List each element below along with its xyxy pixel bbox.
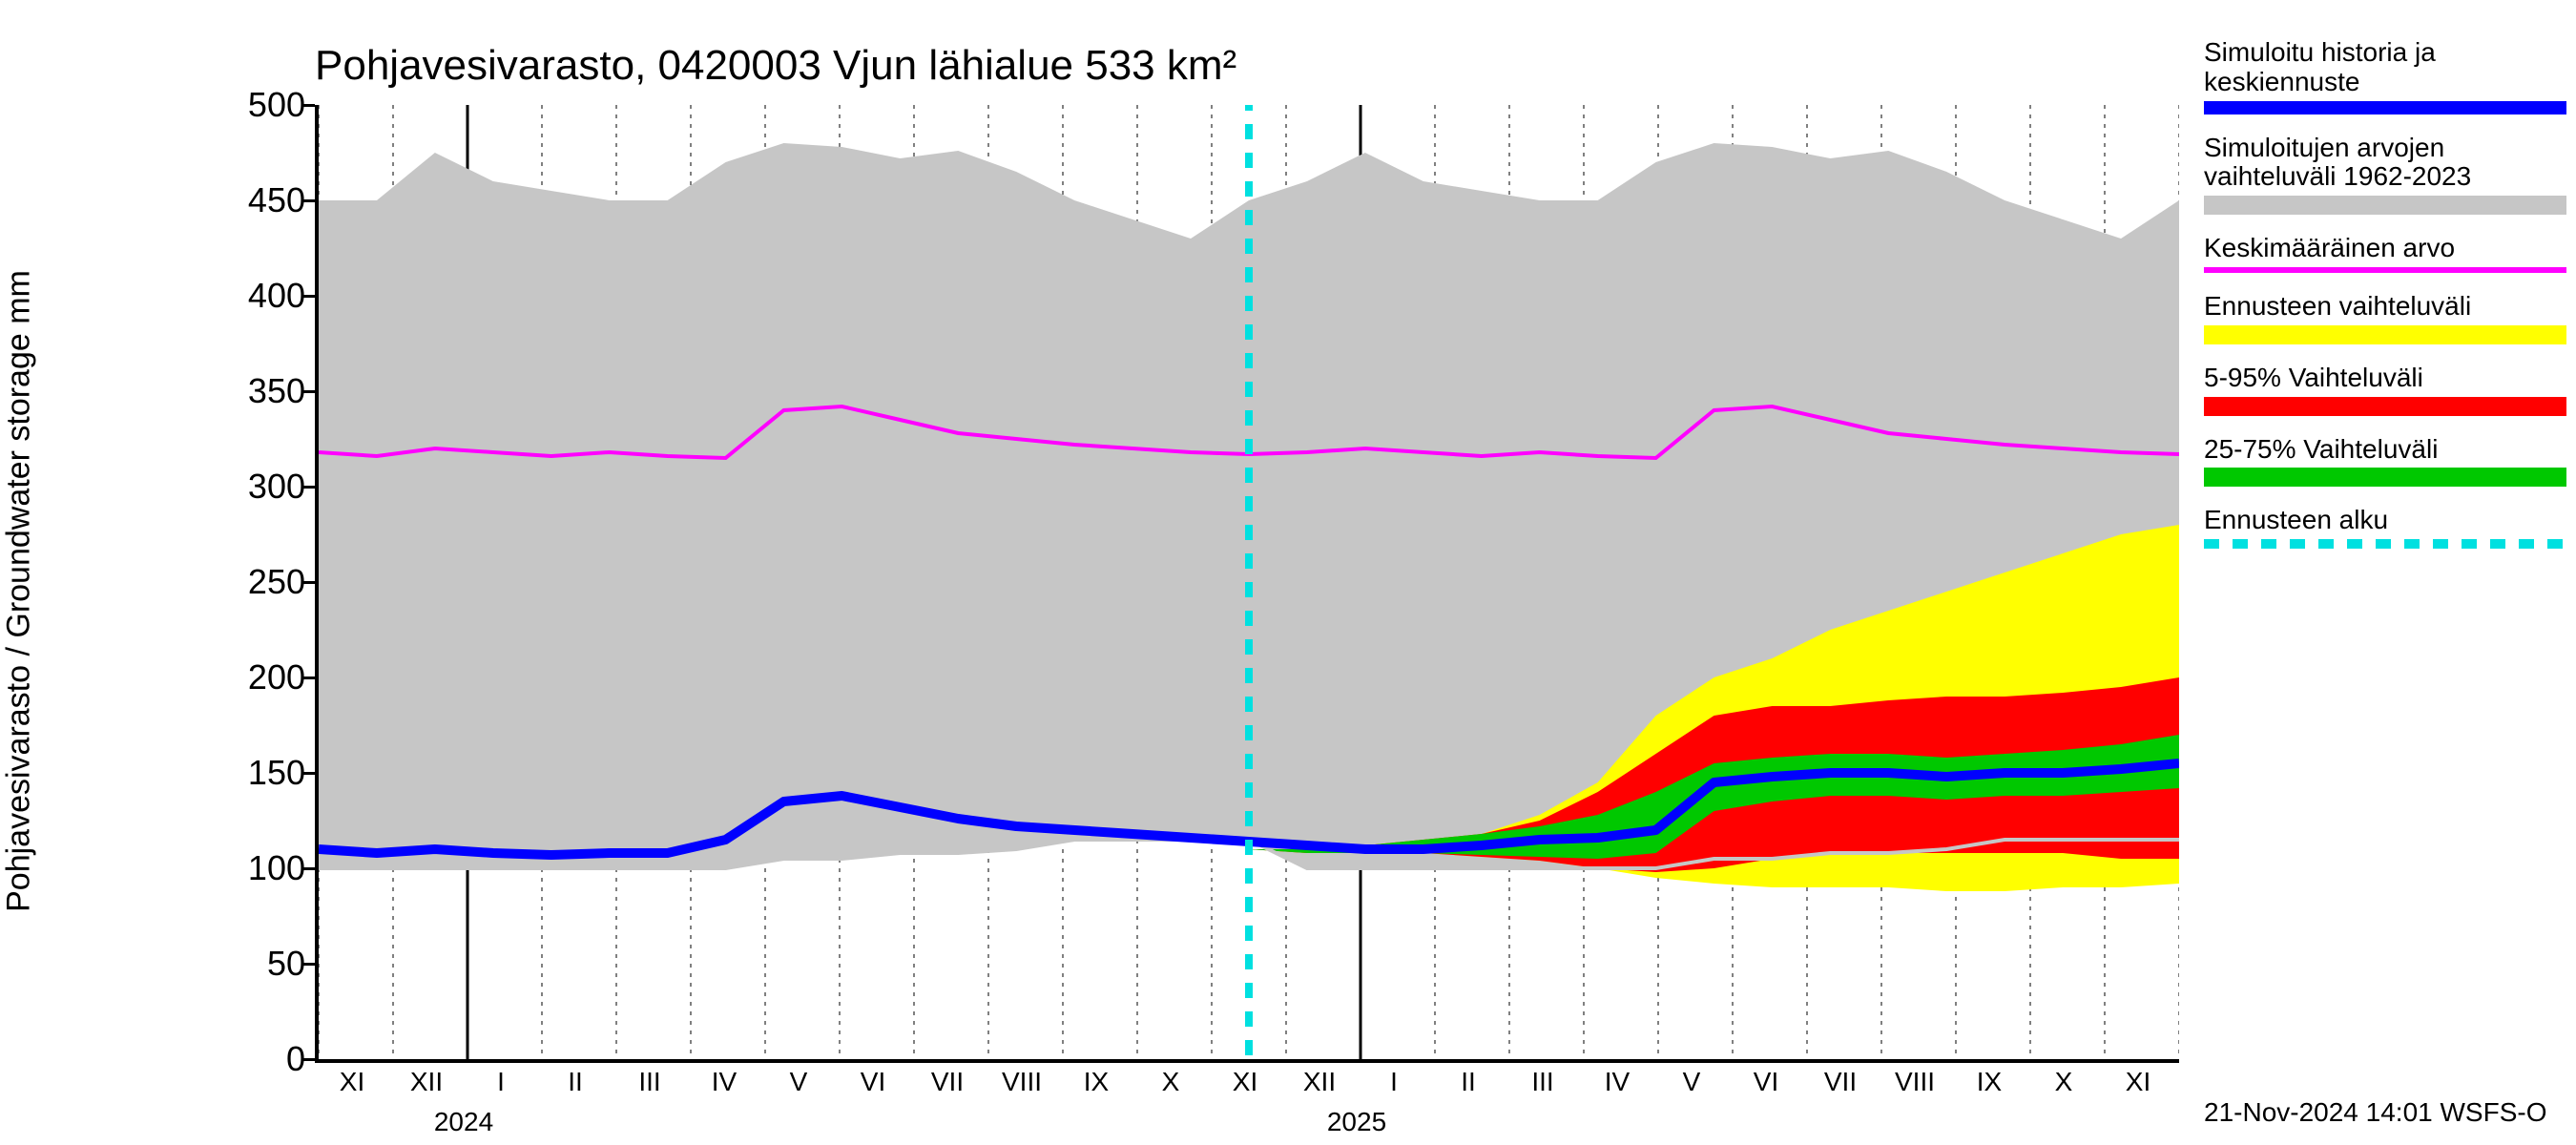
legend-item: Simuloitu historia ja keskiennuste — [2204, 38, 2566, 114]
legend-swatch — [2204, 267, 2566, 273]
legend-label: Ennusteen vaihteluväli — [2204, 292, 2566, 322]
chart-svg — [319, 105, 2179, 1059]
x-tick-label: XI — [340, 1067, 364, 1097]
y-tick-mark — [303, 486, 315, 489]
legend-item: 5-95% Vaihteluväli — [2204, 364, 2566, 416]
legend-item: Keskimääräinen arvo — [2204, 234, 2566, 273]
x-tick-label: XII — [410, 1067, 443, 1097]
x-tick-label: VII — [1824, 1067, 1857, 1097]
x-year-label: 2025 — [1327, 1107, 1386, 1137]
x-tick-label: I — [1390, 1067, 1398, 1097]
legend-label: Simuloitu historia ja keskiennuste — [2204, 38, 2566, 97]
y-tick-label: 150 — [229, 753, 305, 793]
y-tick-mark — [303, 1058, 315, 1061]
legend-item: Ennusteen vaihteluväli — [2204, 292, 2566, 344]
legend-swatch — [2204, 101, 2566, 114]
legend: Simuloitu historia ja keskiennuste Simulo… — [2204, 38, 2566, 568]
x-tick-label: XII — [1303, 1067, 1336, 1097]
x-tick-label: VII — [931, 1067, 964, 1097]
x-tick-label: V — [790, 1067, 808, 1097]
y-tick-mark — [303, 390, 315, 393]
legend-item: Ennusteen alku — [2204, 506, 2566, 549]
legend-item: 25-75% Vaihteluväli — [2204, 435, 2566, 488]
chart-container: Pohjavesivarasto / Groundwater storage m… — [0, 0, 2576, 1145]
y-tick-mark — [303, 867, 315, 870]
legend-swatch — [2204, 539, 2566, 549]
legend-item: Simuloitujen arvojen vaihteluväli 1962-2… — [2204, 134, 2566, 216]
legend-label: Simuloitujen arvojen vaihteluväli 1962-2… — [2204, 134, 2566, 193]
legend-label: Keskimääräinen arvo — [2204, 234, 2566, 263]
y-tick-label: 0 — [229, 1039, 305, 1079]
y-tick-label: 350 — [229, 371, 305, 411]
legend-swatch — [2204, 196, 2566, 215]
legend-swatch — [2204, 397, 2566, 416]
y-axis-label: Pohjavesivarasto / Groundwater storage m… — [1, 270, 38, 912]
x-tick-label: III — [1531, 1067, 1553, 1097]
y-tick-mark — [303, 963, 315, 966]
y-tick-label: 450 — [229, 180, 305, 220]
x-tick-label: VI — [861, 1067, 885, 1097]
x-tick-label: VIII — [1895, 1067, 1935, 1097]
y-tick-mark — [303, 581, 315, 584]
x-tick-label: IX — [1977, 1067, 2002, 1097]
x-tick-label: IV — [1605, 1067, 1630, 1097]
x-tick-label: X — [1162, 1067, 1180, 1097]
x-tick-label: X — [2055, 1067, 2073, 1097]
legend-label: Ennusteen alku — [2204, 506, 2566, 535]
x-year-label: 2024 — [434, 1107, 493, 1137]
x-tick-label: XI — [2126, 1067, 2150, 1097]
plot-area — [315, 105, 2179, 1063]
x-tick-label: IV — [712, 1067, 737, 1097]
x-tick-label: VI — [1754, 1067, 1778, 1097]
y-tick-label: 400 — [229, 276, 305, 316]
timestamp-label: 21-Nov-2024 14:01 WSFS-O — [2204, 1097, 2547, 1128]
y-tick-label: 500 — [229, 85, 305, 125]
x-tick-label: XI — [1233, 1067, 1257, 1097]
legend-swatch — [2204, 325, 2566, 344]
x-tick-label: V — [1683, 1067, 1701, 1097]
y-tick-mark — [303, 772, 315, 775]
y-tick-label: 100 — [229, 848, 305, 888]
chart-title: Pohjavesivarasto, 0420003 Vjun lähialue … — [315, 42, 1236, 90]
y-tick-label: 300 — [229, 467, 305, 507]
x-tick-label: I — [497, 1067, 505, 1097]
y-tick-label: 50 — [229, 944, 305, 984]
legend-swatch — [2204, 468, 2566, 487]
y-tick-mark — [303, 677, 315, 679]
legend-label: 25-75% Vaihteluväli — [2204, 435, 2566, 465]
x-tick-label: VIII — [1002, 1067, 1042, 1097]
y-tick-mark — [303, 104, 315, 107]
x-tick-label: II — [568, 1067, 583, 1097]
y-tick-label: 250 — [229, 562, 305, 602]
y-tick-label: 200 — [229, 657, 305, 697]
x-tick-label: III — [638, 1067, 660, 1097]
legend-label: 5-95% Vaihteluväli — [2204, 364, 2566, 393]
x-tick-label: IX — [1084, 1067, 1109, 1097]
y-tick-mark — [303, 295, 315, 298]
y-tick-mark — [303, 199, 315, 202]
x-tick-label: II — [1461, 1067, 1476, 1097]
